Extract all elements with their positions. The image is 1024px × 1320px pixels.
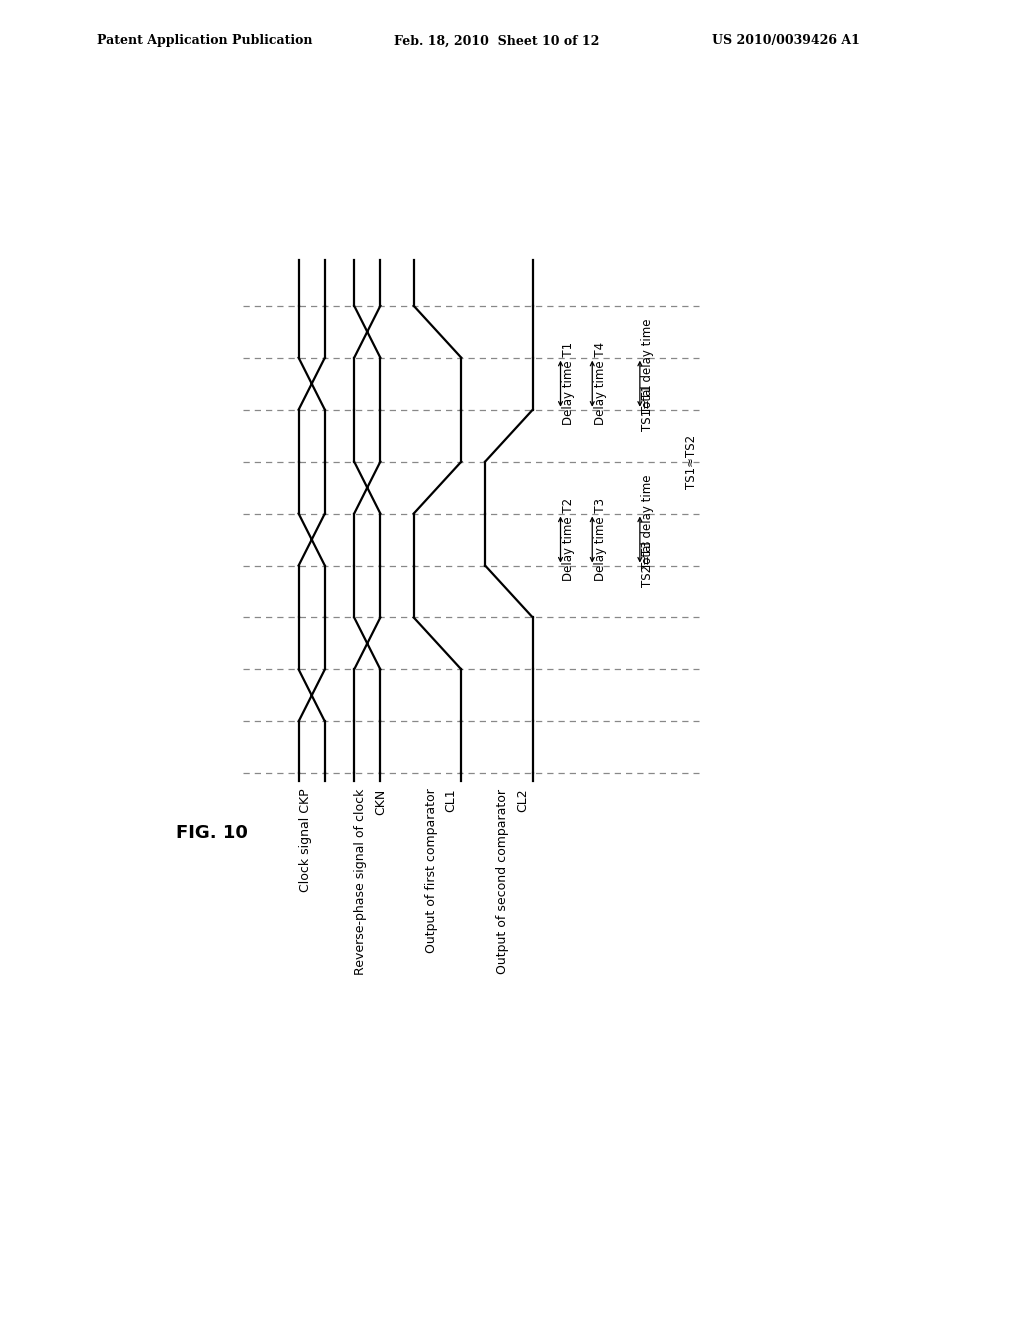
Text: CL2: CL2	[516, 788, 528, 812]
Text: FIG. 10: FIG. 10	[176, 824, 248, 842]
Text: Reverse-phase signal of clock: Reverse-phase signal of clock	[354, 788, 368, 975]
Text: Feb. 18, 2010  Sheet 10 of 12: Feb. 18, 2010 Sheet 10 of 12	[394, 34, 600, 48]
Text: Output of second comparator: Output of second comparator	[496, 788, 509, 974]
Text: US 2010/0039426 A1: US 2010/0039426 A1	[712, 34, 859, 48]
Text: Delay time T3: Delay time T3	[594, 498, 606, 581]
Text: TS2=T3: TS2=T3	[641, 541, 654, 587]
Text: CL1: CL1	[444, 788, 458, 812]
Text: Output of first comparator: Output of first comparator	[425, 788, 437, 953]
Text: Delay time T2: Delay time T2	[562, 498, 574, 581]
Text: Delay time T4: Delay time T4	[594, 342, 606, 425]
Text: Delay time T1: Delay time T1	[562, 342, 574, 425]
Text: TS1=T1: TS1=T1	[641, 384, 654, 432]
Text: Total delay time: Total delay time	[641, 474, 654, 569]
Text: Clock signal CKP: Clock signal CKP	[299, 788, 311, 892]
Text: Patent Application Publication: Patent Application Publication	[97, 34, 312, 48]
Text: Total delay time: Total delay time	[641, 318, 654, 413]
Text: TS1≈TS2: TS1≈TS2	[685, 434, 698, 488]
Text: CKN: CKN	[374, 788, 387, 814]
